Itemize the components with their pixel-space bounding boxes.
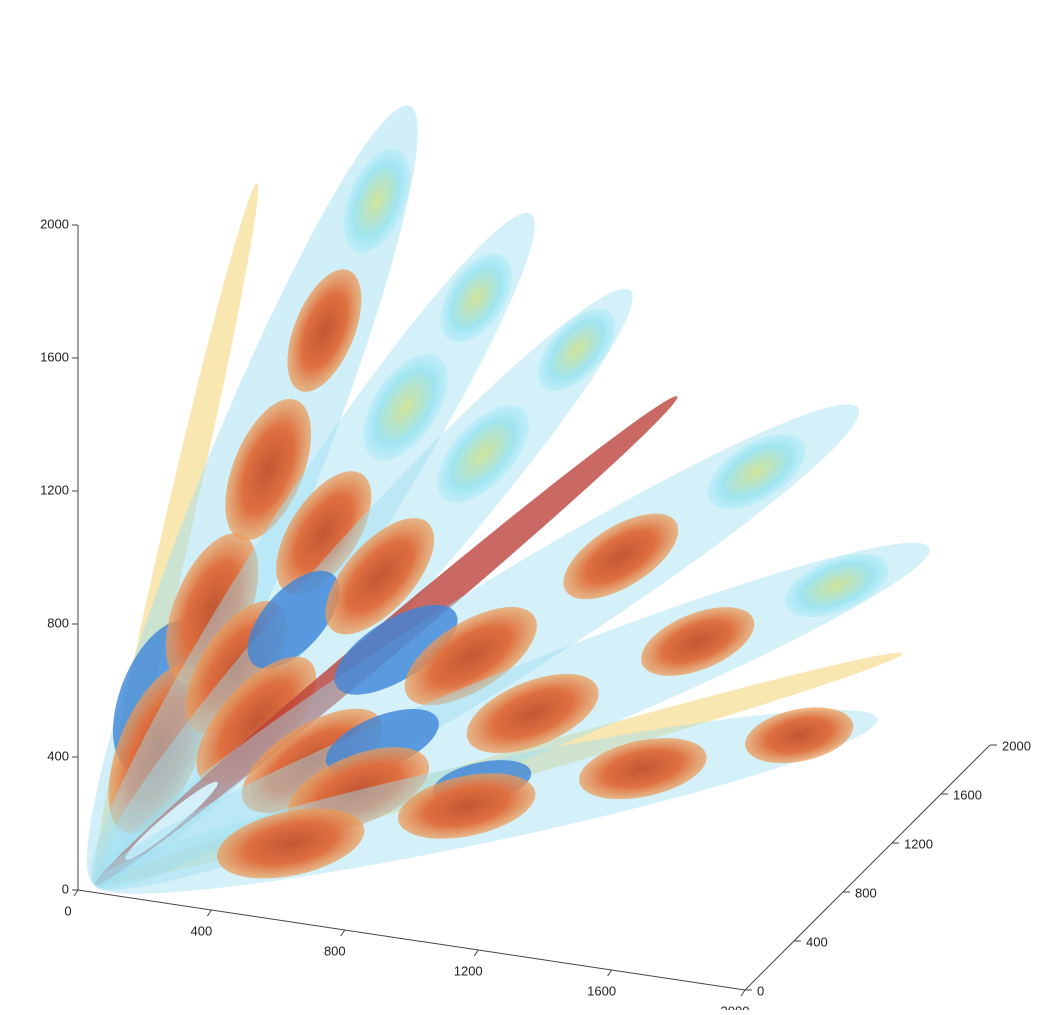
z-tick-label: 400 <box>47 748 69 763</box>
chart: 0 400 800 1200 1600 2000 0 400 800 1200 1600 2000 0 4… <box>0 0 1045 1010</box>
z-tick-label: 0 <box>62 881 69 896</box>
x-tick-label: 1600 <box>587 983 616 998</box>
z-tick-label: 1200 <box>40 482 69 497</box>
x-tick-label: 400 <box>191 923 213 938</box>
x-tick <box>207 910 211 916</box>
axis-line <box>745 745 990 990</box>
x-tick-label: 0 <box>64 903 71 918</box>
y-tick-label: 0 <box>757 983 764 998</box>
isosurfaces <box>44 86 946 928</box>
x-tick <box>74 890 78 896</box>
z-tick-label: 1600 <box>40 349 69 364</box>
x-tick <box>474 950 478 956</box>
y-tick-label: 800 <box>855 885 877 900</box>
z-tick-label: 800 <box>47 615 69 630</box>
y-tick-label: 1200 <box>904 836 933 851</box>
x-tick <box>608 970 612 976</box>
x-tick-label: 1200 <box>454 963 483 978</box>
x-tick <box>341 930 345 936</box>
x-tick-label: 2000 <box>721 1003 750 1010</box>
y-tick-label: 2000 <box>1002 738 1031 753</box>
x-tick <box>741 990 745 996</box>
z-tick-label: 2000 <box>40 216 69 231</box>
y-tick-label: 1600 <box>953 787 982 802</box>
y-tick-label: 400 <box>806 934 828 949</box>
x-tick-label: 800 <box>324 943 346 958</box>
axis-line <box>78 890 745 990</box>
